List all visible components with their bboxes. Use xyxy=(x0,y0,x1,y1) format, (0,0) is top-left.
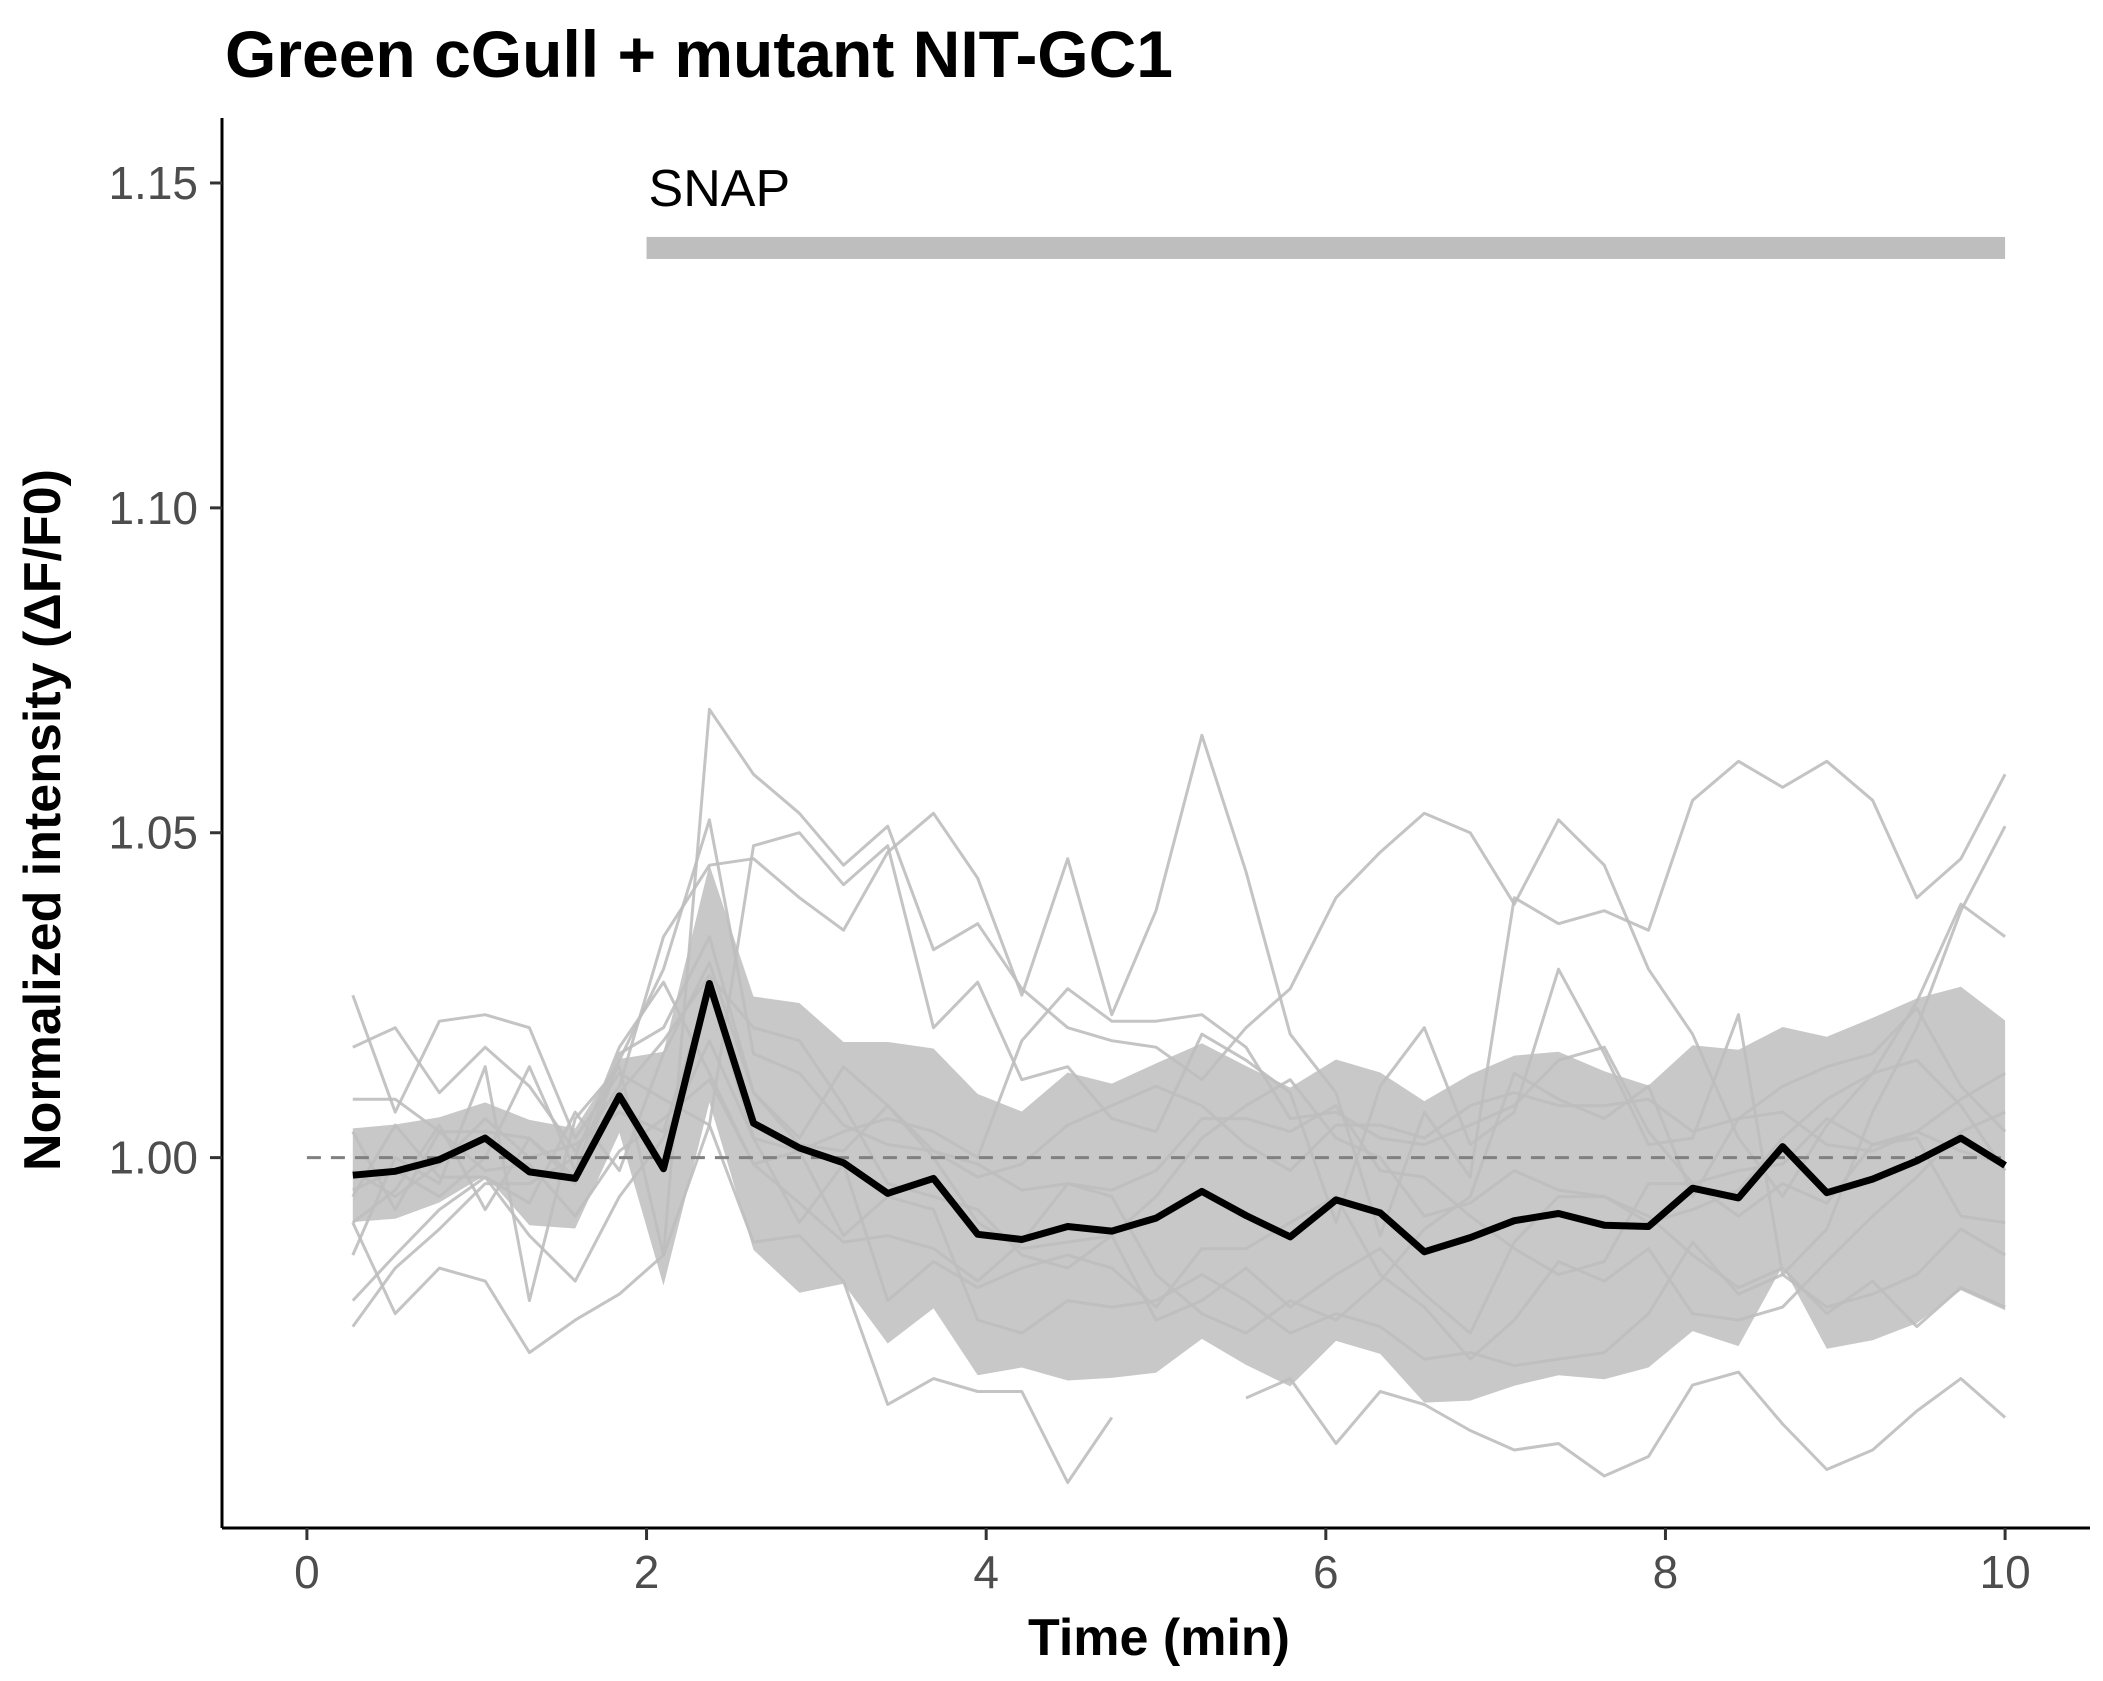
trace-line-8 xyxy=(351,980,2006,1328)
trace-line-6 xyxy=(352,733,2007,1238)
x-tick-label-4: 6 xyxy=(1313,1546,1339,1598)
y-axis-ticks: 1.00 1.05 1.10 1.15 xyxy=(108,157,222,1184)
x-tick-label-5: 8 xyxy=(1653,1546,1679,1598)
y-tick-label-2: 1.05 xyxy=(108,807,198,859)
snap-bar xyxy=(646,236,2006,259)
trace-line-3 xyxy=(352,935,2007,1335)
x-axis-ticks: 0 2 4 6 8 10 xyxy=(294,1528,2031,1598)
y-tick-label-1: 1.00 xyxy=(108,1132,198,1184)
x-tick-label-6: 10 xyxy=(1980,1546,2031,1598)
plot-area: SNAP xyxy=(306,160,2007,1484)
chart-title: Green cGull + mutant NIT-GC1 xyxy=(225,17,1173,91)
trace-line-11 xyxy=(351,818,2006,1212)
trace-line-5-part-2 xyxy=(1245,1370,2007,1478)
snap-label: SNAP xyxy=(649,160,791,218)
x-tick-label-1: 0 xyxy=(294,1546,320,1598)
y-tick-label-3: 1.10 xyxy=(108,482,198,534)
x-tick-label-3: 4 xyxy=(973,1546,999,1598)
trace-line-10 xyxy=(352,987,2006,1368)
trace-line-1 xyxy=(351,825,2007,1303)
mean-line xyxy=(352,980,2007,1256)
sem-band xyxy=(352,864,2006,1403)
trace-line-5 xyxy=(351,994,1114,1484)
trace-line-4 xyxy=(352,1078,2006,1283)
y-axis-title: Normalized intensity (ΔF/F0) xyxy=(14,469,72,1171)
y-tick-label-4: 1.15 xyxy=(108,157,198,209)
trace-line-2 xyxy=(351,974,2006,1335)
x-tick-label-2: 2 xyxy=(634,1546,660,1598)
x-axis-title: Time (min) xyxy=(1028,1609,1290,1667)
trace-line-9 xyxy=(351,1039,2006,1361)
